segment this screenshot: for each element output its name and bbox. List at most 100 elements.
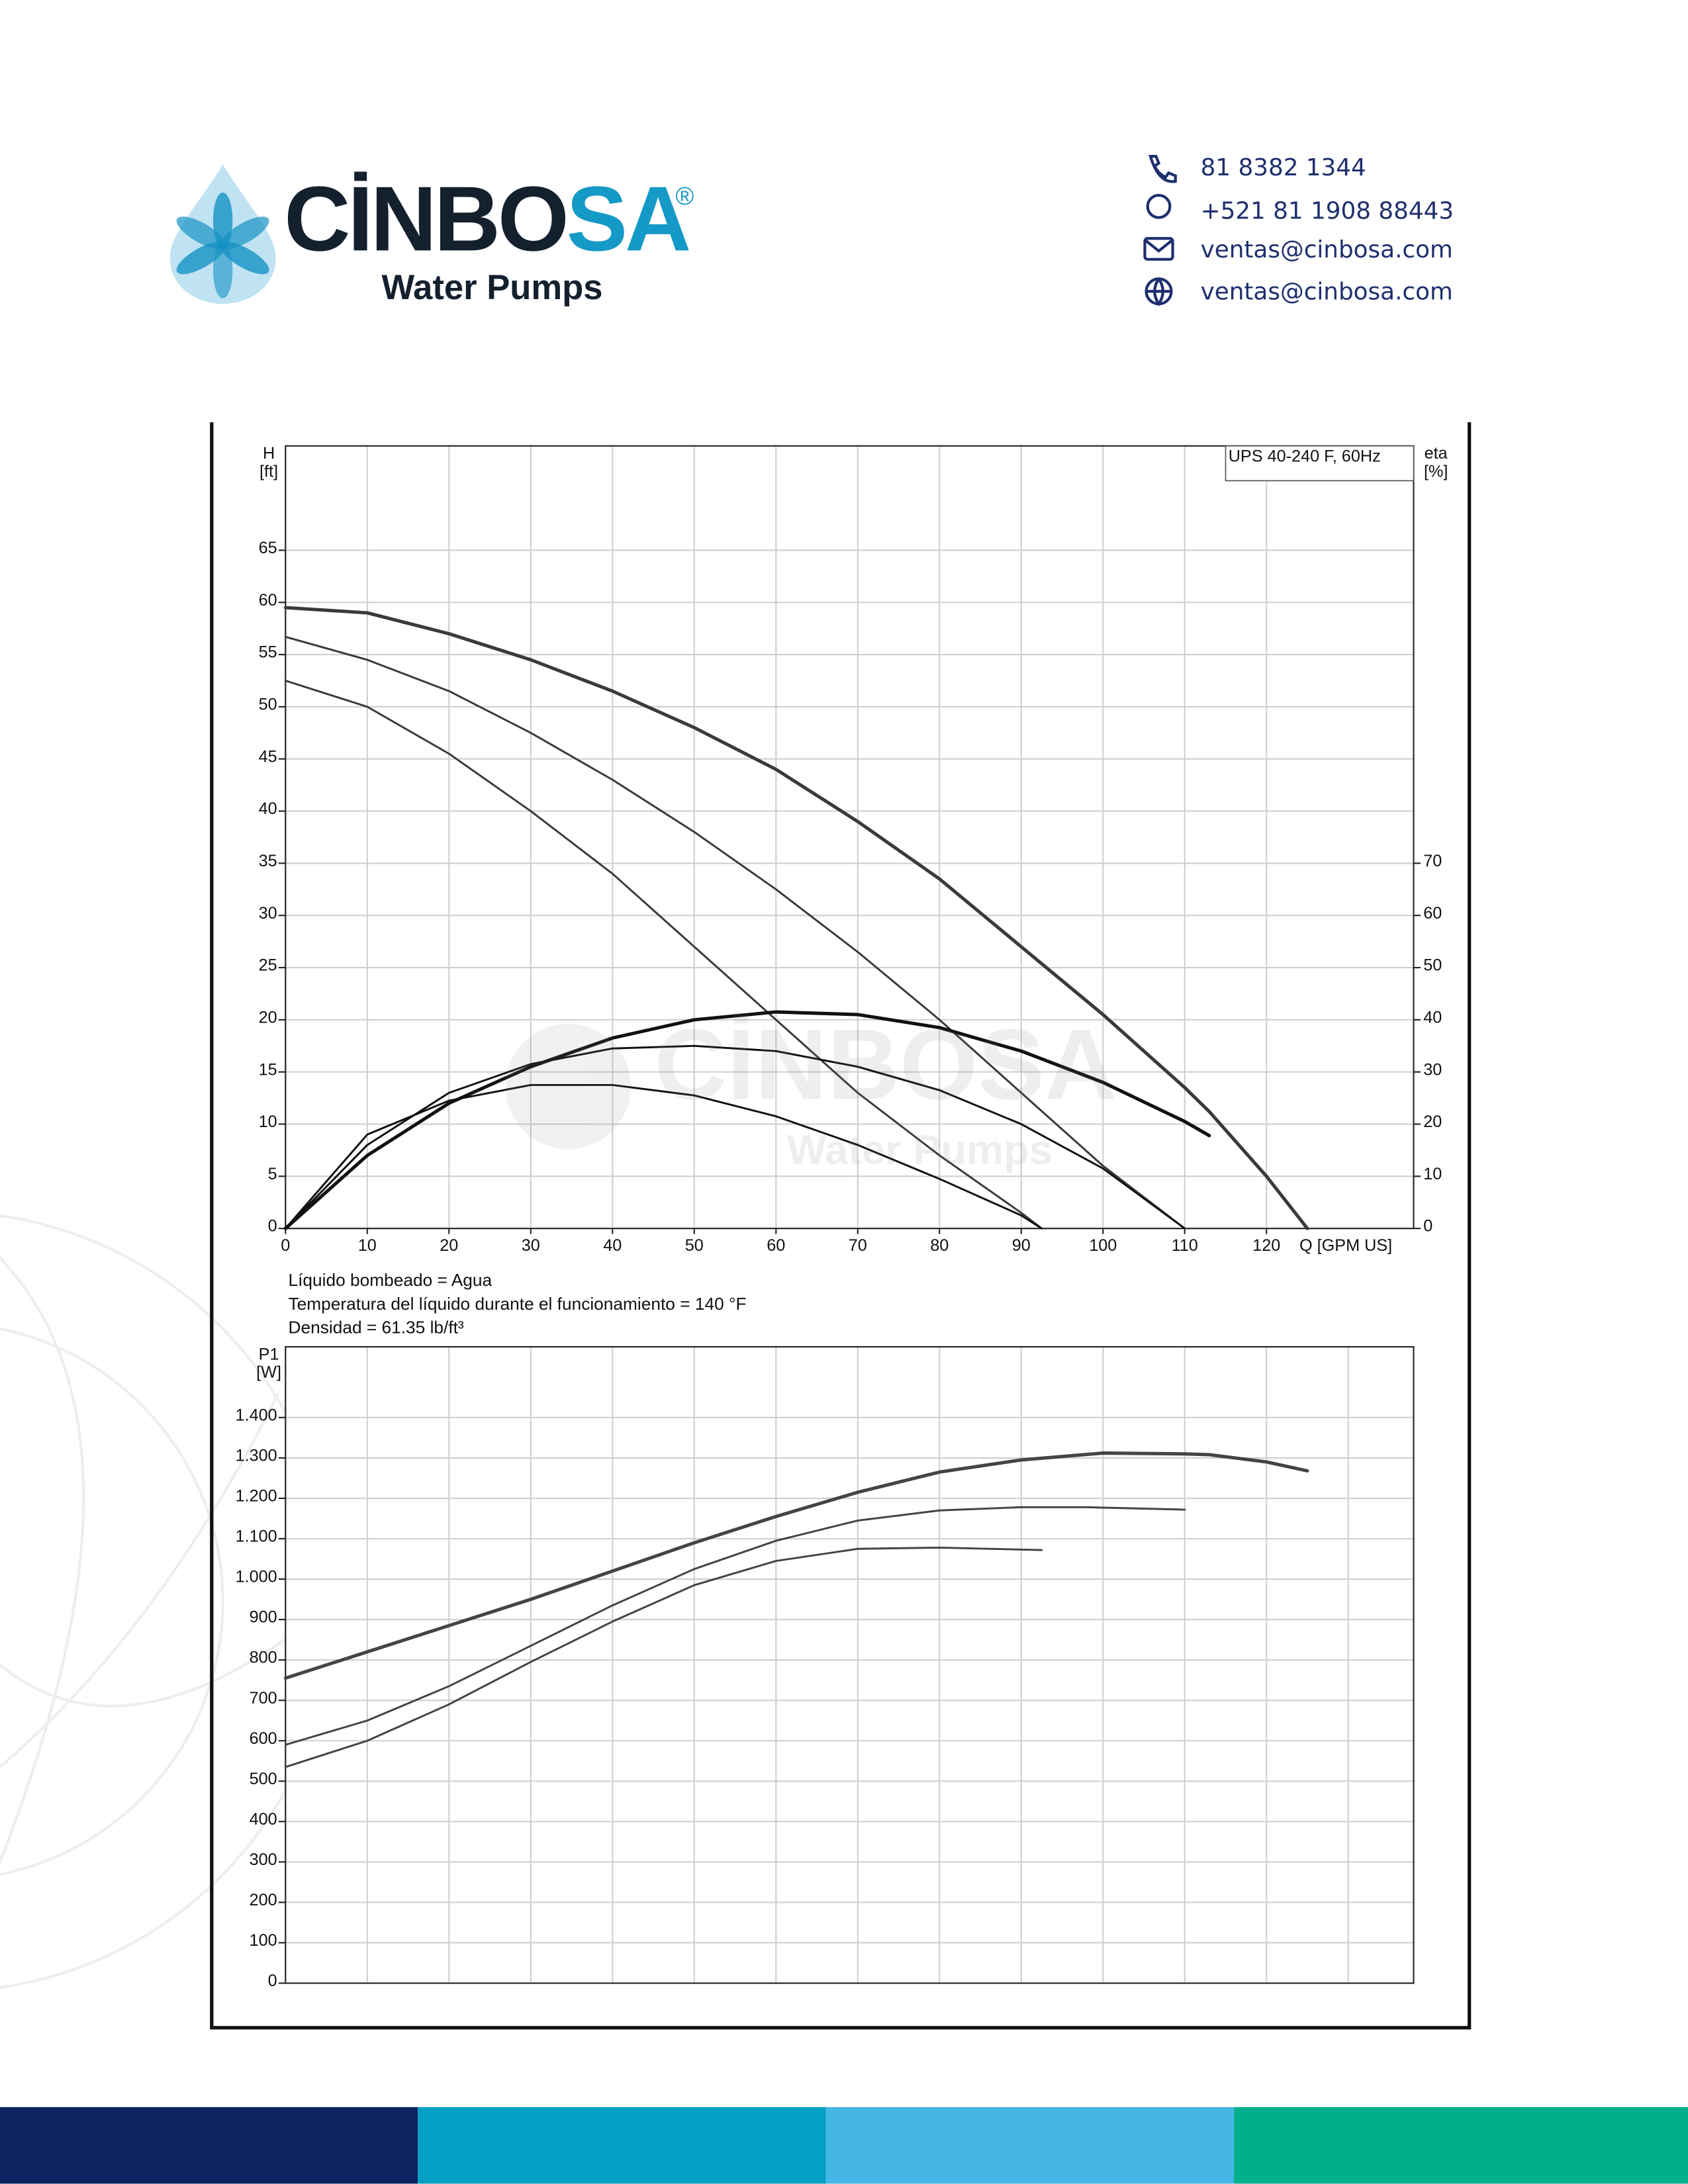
watermark-brand-accent: SA xyxy=(978,1009,1117,1121)
x-tick-label: 0 xyxy=(281,1236,290,1255)
y-tick-label: 600 xyxy=(250,1729,277,1748)
y-tick-label: 700 xyxy=(250,1689,277,1707)
y-tick-label: 900 xyxy=(250,1608,277,1627)
note-liquid: Líquido bombeado = Agua xyxy=(289,1270,492,1290)
watermark-brand: CİNBOSA xyxy=(655,1009,1117,1121)
y-tick-label: 0 xyxy=(268,1972,277,1990)
y-axis-label: [W] xyxy=(256,1363,281,1382)
mail-icon xyxy=(1143,237,1174,261)
y-tick-label: 25 xyxy=(259,956,277,975)
plot-area xyxy=(285,1347,1414,1983)
contact-email: ventas@cinbosa.com xyxy=(1201,236,1453,263)
x-tick-label: 50 xyxy=(685,1236,704,1255)
title-box xyxy=(1225,445,1415,482)
y-tick-label: 35 xyxy=(259,852,277,870)
web-icon-lines xyxy=(1146,278,1172,306)
whatsapp-icon xyxy=(1146,193,1172,219)
x-tick-label: 100 xyxy=(1089,1236,1117,1255)
frame xyxy=(210,422,1472,2030)
y-axis-label: [ft] xyxy=(259,462,278,480)
watermark-brand-main: CİNBO xyxy=(655,1009,978,1121)
x-tick-label: 70 xyxy=(849,1236,867,1255)
efficiency-curve xyxy=(284,1083,1043,1230)
plot-area xyxy=(285,445,1414,1229)
power-curve xyxy=(284,1506,1186,1746)
y-tick-label: 50 xyxy=(259,695,277,713)
x-tick-label: 40 xyxy=(603,1236,622,1255)
footer-bar xyxy=(1234,2107,1688,2184)
head-curve xyxy=(284,635,1186,1230)
x-tick-label: 10 xyxy=(358,1236,377,1255)
y2-axis-label: eta xyxy=(1425,444,1448,463)
watermark-drop xyxy=(505,1023,632,1150)
x-tick-label: 110 xyxy=(1172,1236,1198,1255)
power-curve xyxy=(284,1546,1043,1768)
y2-tick-label: 70 xyxy=(1423,852,1442,870)
plot-border xyxy=(285,445,1415,1230)
brand-name: CİNBOSA xyxy=(284,167,689,270)
y-tick-label: 5 xyxy=(268,1165,277,1183)
note-density: Densidad = 61.35 lb/ft³ xyxy=(289,1318,464,1338)
contact-phone: 81 8382 1344 xyxy=(1201,154,1366,181)
x-tick-label: 60 xyxy=(767,1236,785,1255)
x-axis-label: Q [GPM US] xyxy=(1299,1236,1392,1255)
head-curve xyxy=(284,680,1043,1230)
footer-bar xyxy=(0,2107,418,2184)
y2-tick-label: 60 xyxy=(1423,904,1442,923)
registered-mark: ® xyxy=(675,183,694,210)
watermark-tagline: Water Pumps xyxy=(787,1127,1053,1173)
y-axis-label: P1 xyxy=(259,1345,279,1363)
y-tick-label: 1.200 xyxy=(236,1487,277,1506)
efficiency-curve xyxy=(284,1044,1186,1230)
power-curve xyxy=(283,1451,1309,1680)
y-tick-label: 60 xyxy=(259,591,277,610)
footer-bar xyxy=(418,2107,826,2184)
y-tick-label: 20 xyxy=(259,1008,277,1026)
x-tick-label: 90 xyxy=(1012,1236,1031,1255)
y-tick-label: 200 xyxy=(250,1891,277,1909)
y-tick-label: 55 xyxy=(259,643,277,662)
y-tick-label: 15 xyxy=(259,1060,277,1079)
y-tick-label: 0 xyxy=(268,1217,277,1236)
y2-tick-label: 30 xyxy=(1423,1060,1442,1079)
x-tick-label: 120 xyxy=(1252,1236,1280,1255)
phone-icon xyxy=(1149,155,1177,183)
efficiency-curve xyxy=(283,1010,1211,1230)
y-tick-label: 500 xyxy=(250,1770,277,1788)
logo-petals xyxy=(176,192,269,298)
logo: CİNBOSA ® Water Pumps xyxy=(169,164,694,307)
y-tick-label: 800 xyxy=(250,1649,277,1667)
brand-tagline: Water Pumps xyxy=(381,268,602,307)
y-tick-label: 1.100 xyxy=(236,1527,277,1546)
contact-whatsapp: +521 81 1908 88443 xyxy=(1201,197,1454,224)
y-tick-label: 45 xyxy=(259,747,277,766)
y-tick-label: 40 xyxy=(259,799,277,818)
x-tick-label: 20 xyxy=(440,1236,458,1255)
y-tick-label: 1.400 xyxy=(236,1406,277,1424)
y-tick-label: 65 xyxy=(259,539,277,557)
y2-axis-label: [%] xyxy=(1424,462,1448,480)
y2-tick-label: 20 xyxy=(1423,1113,1442,1131)
background-pattern xyxy=(0,1214,336,1989)
plot-border xyxy=(285,1345,1415,1984)
y-tick-label: 400 xyxy=(250,1810,277,1829)
y-tick-label: 100 xyxy=(250,1931,277,1950)
y2-tick-label: 40 xyxy=(1423,1008,1442,1026)
mail-icon-flap xyxy=(1144,238,1174,253)
y-tick-label: 30 xyxy=(259,904,277,923)
y-axis-label: H xyxy=(263,444,275,463)
y-tick-label: 1.300 xyxy=(236,1446,277,1465)
brand-accent: SA xyxy=(567,167,689,270)
watermark: CİNBOSA Water Pumps xyxy=(505,1009,1117,1173)
x-tick-label: 30 xyxy=(522,1236,540,1255)
x-tick-label: 80 xyxy=(930,1236,949,1255)
y-tick-label: 1.000 xyxy=(236,1568,277,1586)
y2-tick-label: 10 xyxy=(1423,1165,1442,1183)
footer-bar xyxy=(825,2107,1235,2184)
chart-title: UPS 40-240 F, 60Hz xyxy=(1229,447,1381,465)
y2-tick-label: 50 xyxy=(1423,956,1442,975)
brand-main: CİNBO xyxy=(284,167,566,270)
head-curve xyxy=(283,606,1309,1230)
